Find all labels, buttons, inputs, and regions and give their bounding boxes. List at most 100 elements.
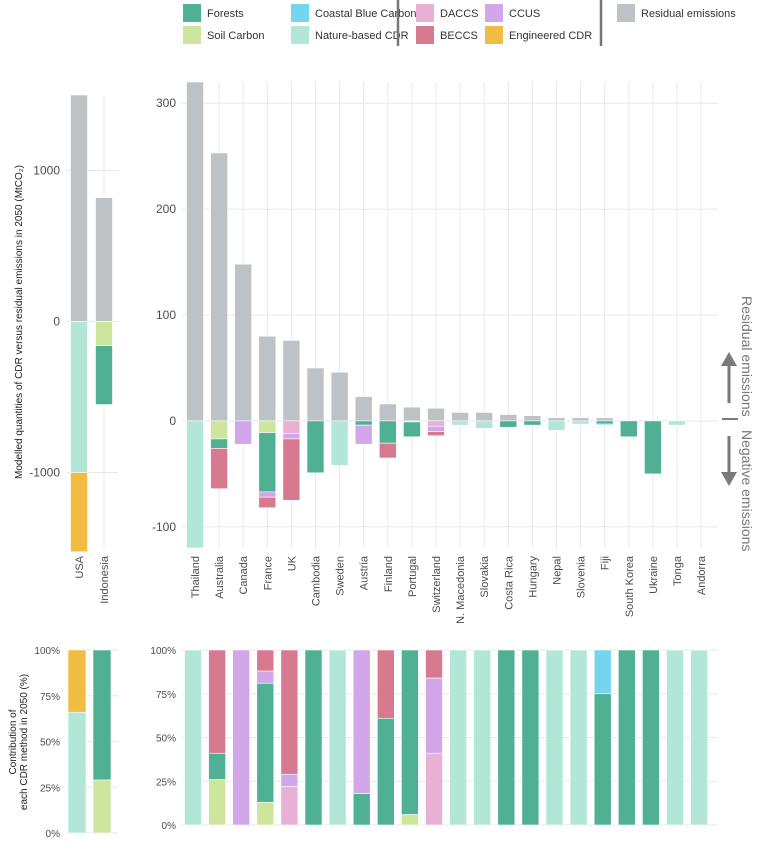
bar-sweden-nature: [328, 649, 347, 826]
bar-switzerland-residual: [427, 407, 445, 422]
residual-arrow-head: [721, 352, 737, 366]
bar-portugal-forests: [403, 421, 421, 438]
bar-slovenia-residual: [571, 417, 590, 422]
bar-nepal-residual: [547, 417, 566, 422]
y-tick-label: 300: [156, 96, 176, 110]
bar-finland-forests: [378, 420, 397, 444]
y-tick-label: 0%: [46, 829, 61, 840]
x-tick-label-fiji: Fiji: [600, 556, 612, 570]
bar-finland-forests: [376, 717, 395, 826]
x-tick-label-nepal: Nepal: [552, 556, 564, 585]
bar-indonesia-forests: [95, 345, 113, 405]
negative-arrow-head: [721, 472, 737, 486]
y-tick-label: 0: [169, 414, 176, 428]
x-tick-label-portugal: Portugal: [407, 556, 419, 597]
bar-andorra-nature: [690, 649, 708, 826]
legend-label-coastal: Coastal Blue Carbon: [315, 8, 417, 20]
y-tick-label: 0%: [162, 821, 177, 832]
legend-label-forests: Forests: [207, 8, 244, 20]
bar-france-ccus: [258, 491, 277, 498]
bar-switzerland-ccus: [427, 425, 445, 432]
x-tick-label-canada: Canada: [238, 555, 250, 594]
bar-canada-residual: [234, 263, 252, 422]
bar-ukraine-forests: [642, 649, 660, 826]
x-tick-label-france: France: [262, 556, 274, 590]
bar-uk-beccs: [282, 438, 301, 501]
bar-uk-ccus: [280, 773, 299, 787]
y-tick-label: 1000: [33, 164, 60, 178]
bar-indonesia-forests: [92, 649, 112, 781]
bar-france-forests: [258, 432, 277, 493]
bar-switzerland-daccs: [425, 752, 443, 826]
bar-hungary-forests: [523, 420, 542, 426]
y-tick-label: 75%: [40, 692, 60, 703]
bar-finland-beccs: [378, 442, 397, 459]
x-tick-label-sweden: Sweden: [335, 556, 347, 596]
bar-indonesia-residual: [95, 197, 113, 322]
y-tick-label: 75%: [156, 690, 176, 701]
x-tick-label-usa: USA: [74, 555, 86, 578]
x-tick-label-hungary: Hungary: [527, 556, 539, 598]
legend-label-engineered: Engineered CDR: [509, 30, 592, 42]
bar-fiji-coastal: [595, 423, 614, 426]
bar-australia-soil: [210, 420, 228, 440]
legend-label-daccs: DACCS: [440, 8, 479, 20]
bar-uk-residual: [282, 340, 301, 422]
bar-tonga-nature: [666, 649, 684, 826]
y-tick-label: 25%: [156, 777, 176, 788]
bar-australia-forests: [210, 438, 228, 449]
y-tick-label: 50%: [40, 738, 60, 749]
bar-cambodia-residual: [306, 367, 325, 422]
x-tick-label-austria: Austria: [359, 555, 371, 590]
legend-swatch-forests: [183, 4, 201, 22]
x-tick-label-ukraine: Ukraine: [648, 556, 660, 594]
bar-france-forests: [256, 682, 275, 803]
bar-thailand-nature: [186, 420, 204, 549]
bar-usa-engineered: [67, 649, 87, 713]
bar-austria-ccus: [354, 424, 373, 445]
bar-portugal-soil: [401, 814, 419, 826]
y-tick-label: 100%: [150, 646, 176, 657]
bar-nepal-nature: [545, 649, 564, 826]
bar-hungary-forests: [521, 649, 540, 826]
bar-slovakia-nature: [475, 420, 494, 429]
x-tick-label-cambodia: Cambodia: [311, 555, 323, 606]
bar-canada-ccus: [232, 649, 250, 826]
x-tick-label-south-korea: South Korea: [624, 555, 636, 617]
bar-australia-beccs: [208, 649, 226, 754]
bar-hungary-residual: [523, 415, 542, 422]
legend-swatch-beccs: [416, 26, 434, 44]
bar-france-beccs: [256, 649, 275, 672]
bar-austria-ccus: [352, 649, 371, 794]
x-tick-label-australia: Australia: [214, 555, 226, 599]
bar-thailand-residual: [186, 81, 204, 422]
bar-france-soil: [258, 420, 277, 433]
x-tick-label-slovakia: Slovakia: [479, 555, 491, 597]
residual-emissions-label: Residual emissions: [739, 296, 755, 417]
x-tick-label-indonesia: Indonesia: [99, 555, 111, 604]
bar-usa-nature: [67, 711, 87, 834]
bar-france-soil: [256, 801, 275, 826]
panel-top-left: 1000 0 -1000 USA Indonesia Modelled quantitie…: [14, 94, 118, 604]
y-tick-label: -1000: [29, 466, 60, 480]
legend-label-nature: Nature-based CDR: [315, 30, 409, 42]
y-tick-label: 0: [53, 315, 60, 329]
x-tick-label-switzerland: Switzerland: [431, 556, 443, 613]
panel-top-right: 300 200 100 0 -100 Thailand Australia Canada Fra…: [152, 81, 718, 624]
bar-france-beccs: [258, 496, 277, 509]
bar-france-residual: [258, 335, 277, 422]
bar-uk-daccs: [282, 420, 301, 434]
bar-france-ccus: [256, 670, 275, 684]
bar-finland-residual: [378, 403, 397, 422]
bar-costa-rica-forests: [497, 649, 516, 826]
legend-label-soil: Soil Carbon: [207, 30, 264, 42]
bar-australia-soil: [208, 779, 226, 826]
bar-indonesia-soil: [95, 321, 113, 346]
x-tick-label-uk: UK: [286, 555, 298, 571]
x-tick-label-finland: Finland: [383, 556, 395, 592]
bar-slovakia-nature: [473, 649, 492, 826]
bar-usa-nature: [70, 321, 88, 473]
legend: Forests Coastal Blue Carbon Soil Carbon Nat…: [183, 0, 736, 46]
